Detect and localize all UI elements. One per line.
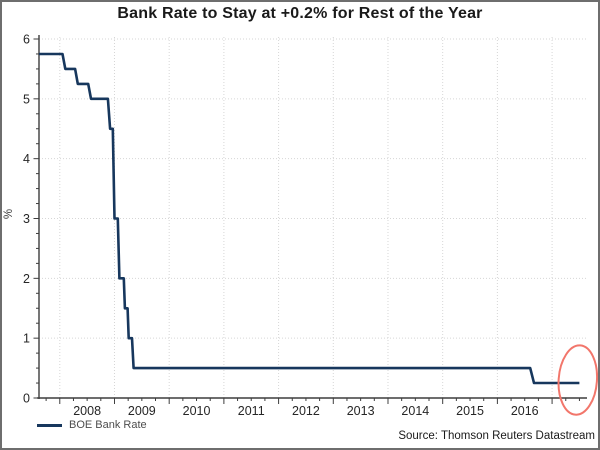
y-axis-title: % (3, 208, 15, 220)
y-tick-label: 5 (23, 92, 30, 106)
chart-title: Bank Rate to Stay at +0.2% for Rest of t… (117, 5, 483, 22)
x-tick-label: 2013 (347, 404, 375, 418)
legend-label: BOE Bank Rate (69, 419, 147, 431)
source-credit: Source: Thomson Reuters Datastream (398, 430, 595, 442)
x-tick-label: 2014 (401, 404, 429, 418)
x-tick-label: 2009 (128, 404, 156, 418)
legend-line-swatch (37, 423, 62, 427)
x-tick-label: 2008 (73, 404, 101, 418)
x-tick-label: 2010 (183, 404, 211, 418)
x-tick-label: 2015 (456, 404, 484, 418)
y-tick-label: 0 (23, 392, 30, 406)
y-tick-label: 4 (23, 152, 30, 166)
x-tick-label: 2016 (511, 404, 539, 418)
x-tick-label: 2011 (238, 404, 265, 418)
highlight-ellipse (557, 344, 598, 416)
y-tick-label: 2 (23, 272, 30, 286)
legend: BOE Bank Rate (37, 419, 147, 431)
x-tick-label: 2012 (292, 404, 320, 418)
y-tick-label: 1 (23, 332, 30, 346)
y-tick-label: 6 (23, 33, 30, 47)
data-series-line (39, 52, 580, 385)
y-tick-label: 3 (23, 212, 30, 226)
